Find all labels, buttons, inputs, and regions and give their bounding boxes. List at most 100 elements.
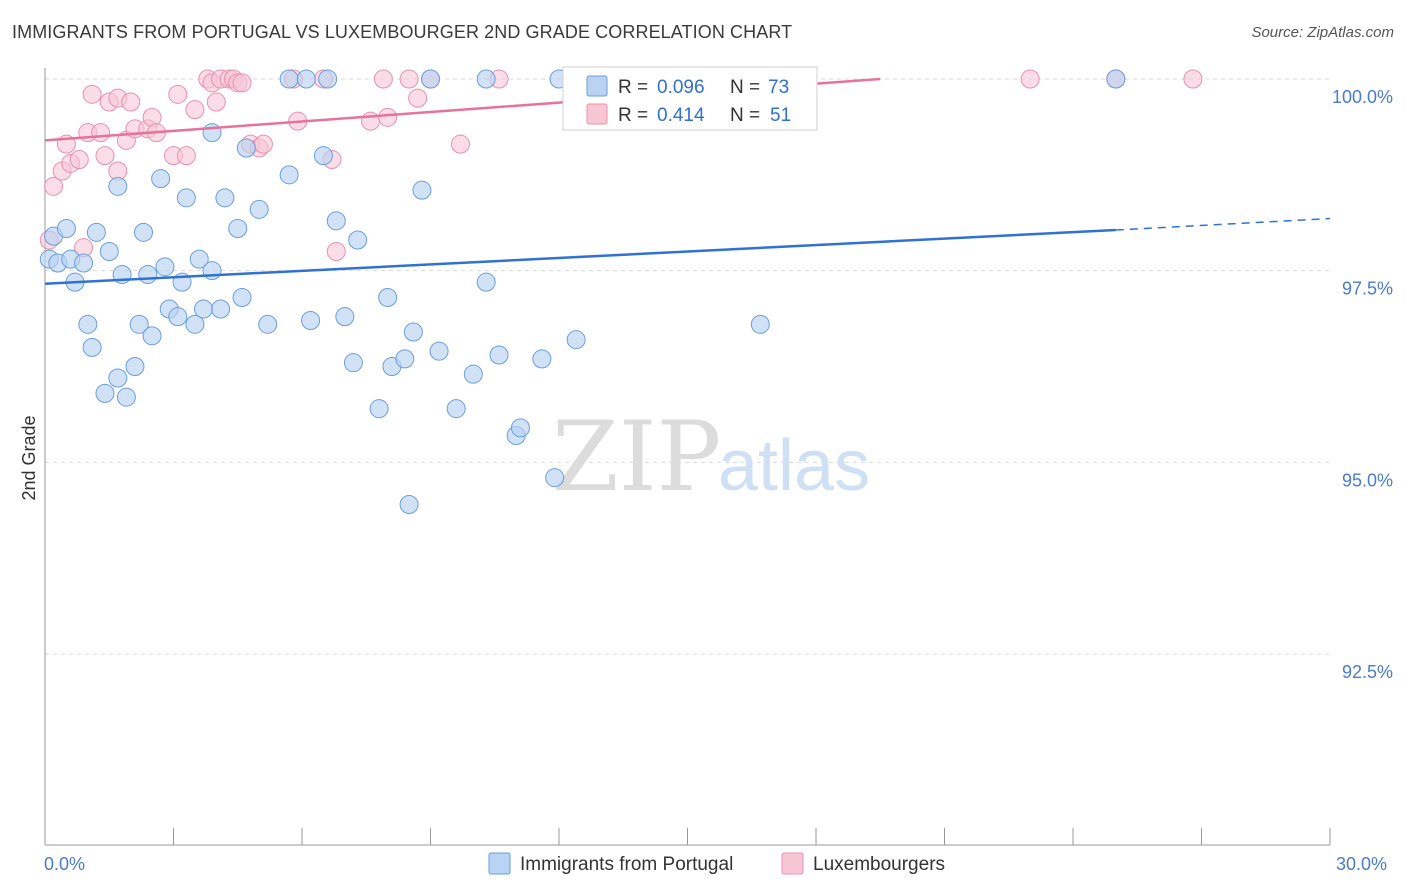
watermark: ZIP atlas xyxy=(552,401,870,513)
y-tick-label: 97.5% xyxy=(1342,279,1393,299)
portugal-point xyxy=(395,349,415,369)
portugal-point xyxy=(489,345,509,365)
portugal-point xyxy=(378,288,398,308)
y-tick-label: 95.0% xyxy=(1342,470,1393,490)
portugal-point xyxy=(399,495,419,515)
legend-n-label-portugal: N = xyxy=(730,77,760,98)
portugal-point xyxy=(545,468,565,488)
portugal-point xyxy=(343,353,363,373)
portugal-point xyxy=(202,261,222,281)
portugal-point xyxy=(82,337,102,357)
portugal-point xyxy=(318,69,338,89)
legend-r-value-portugal: 0.096 xyxy=(657,77,705,98)
luxembourgers-point xyxy=(232,73,252,93)
gridlines xyxy=(45,78,1330,655)
bottom-legend-swatch-portugal xyxy=(488,852,511,875)
luxembourgers-point xyxy=(408,88,428,108)
bottom-legend-label-portugal: Immigrants from Portugal xyxy=(520,854,733,875)
portugal-point xyxy=(95,383,115,403)
portugal-point xyxy=(369,399,389,419)
portugal-trend-line xyxy=(44,228,1116,285)
portugal-point xyxy=(151,169,171,189)
portugal-point xyxy=(108,368,128,388)
portugal-point xyxy=(326,211,346,231)
luxembourgers-point xyxy=(69,150,89,170)
luxembourgers-point xyxy=(1020,69,1040,89)
portugal-point xyxy=(168,307,188,327)
portugal-point xyxy=(313,146,333,166)
y-tick-label: 92.5% xyxy=(1342,662,1393,682)
luxembourgers-point xyxy=(253,134,273,154)
legend-r-label-portugal: R = xyxy=(618,77,648,98)
bottom-legend-label-luxembourgers: Luxembourgers xyxy=(813,854,945,875)
portugal-point xyxy=(403,322,423,342)
luxembourgers-point xyxy=(185,100,205,120)
portugal-point xyxy=(566,330,586,350)
legend-r-label-luxembourgers: R = xyxy=(618,105,648,126)
portugal-point xyxy=(138,265,158,285)
luxembourgers-point xyxy=(1183,69,1203,89)
portugal-point xyxy=(134,222,154,242)
portugal-point xyxy=(228,219,248,239)
x-tick-label-max: 30.0% xyxy=(1336,854,1387,874)
portugal-trend-extension xyxy=(1115,217,1331,231)
x-tick-label-min: 0.0% xyxy=(44,854,85,874)
portugal-point xyxy=(99,242,119,262)
luxembourgers-point xyxy=(373,69,393,89)
legend-swatch-luxembourgers xyxy=(586,103,608,125)
portugal-point xyxy=(215,188,235,208)
portugal-point xyxy=(211,299,231,319)
chart-title: IMMIGRANTS FROM PORTUGAL VS LUXEMBOURGER… xyxy=(12,22,793,42)
portugal-point xyxy=(476,69,496,89)
stats-legend: R = 0.096 N = 73 R = 0.414 N = 51 xyxy=(562,66,818,131)
luxembourgers-point xyxy=(95,146,115,166)
portugal-point xyxy=(74,253,94,273)
portugal-point xyxy=(750,314,770,334)
portugal-point xyxy=(532,349,552,369)
portugal-point xyxy=(296,69,316,89)
y-axis-label: 2nd Grade xyxy=(19,415,39,500)
portugal-point xyxy=(129,314,149,334)
portugal-point xyxy=(86,222,106,242)
bottom-legend-swatch-luxembourgers xyxy=(781,852,804,875)
luxembourgers-point xyxy=(176,146,196,166)
portugal-point xyxy=(155,257,175,277)
luxembourgers-point xyxy=(168,84,188,104)
portugal-point xyxy=(335,307,355,327)
portugal-point xyxy=(429,341,449,361)
portugal-point xyxy=(1106,69,1126,89)
portugal-point xyxy=(510,418,530,438)
watermark-atlas: atlas xyxy=(718,426,870,506)
portugal-point xyxy=(142,326,162,346)
y-tick-labels: 92.5% 95.0% 97.5% 100.0% xyxy=(1332,87,1393,682)
legend-r-value-luxembourgers: 0.414 xyxy=(657,105,705,126)
portugal-point xyxy=(249,199,269,219)
luxembourgers-point xyxy=(378,107,398,127)
portugal-point xyxy=(116,387,136,407)
portugal-point xyxy=(476,272,496,292)
luxembourgers-point xyxy=(121,92,141,112)
x-axis-ticks xyxy=(44,828,1331,845)
portugal-point xyxy=(176,188,196,208)
portugal-point xyxy=(279,165,299,185)
watermark-zip: ZIP xyxy=(552,401,721,513)
portugal-point xyxy=(258,314,278,334)
luxembourgers-point xyxy=(206,92,226,112)
portugal-point xyxy=(421,69,440,89)
portugal-point xyxy=(348,230,368,250)
portugal-point xyxy=(125,357,145,377)
y-tick-label: 100.0% xyxy=(1332,87,1393,107)
portugal-point xyxy=(189,249,209,269)
portugal-point xyxy=(463,364,483,384)
portugal-point xyxy=(185,314,205,334)
legend-swatch-portugal xyxy=(586,75,608,97)
portugal-point xyxy=(78,314,98,334)
chart-source: Source: ZipAtlas.com xyxy=(1251,24,1394,41)
luxembourgers-point xyxy=(450,134,470,154)
luxembourgers-point xyxy=(399,69,419,89)
luxembourgers-point xyxy=(44,176,64,196)
luxembourgers-point xyxy=(326,242,346,262)
series-legend: Immigrants from Portugal Luxembourgers xyxy=(488,852,945,875)
legend-n-value-luxembourgers: 51 xyxy=(770,105,791,126)
legend-n-label-luxembourgers: N = xyxy=(730,105,760,126)
